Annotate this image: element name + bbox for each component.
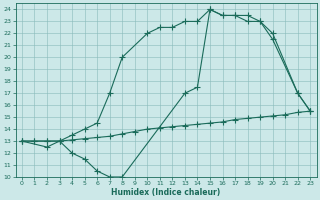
X-axis label: Humidex (Indice chaleur): Humidex (Indice chaleur) xyxy=(111,188,221,197)
